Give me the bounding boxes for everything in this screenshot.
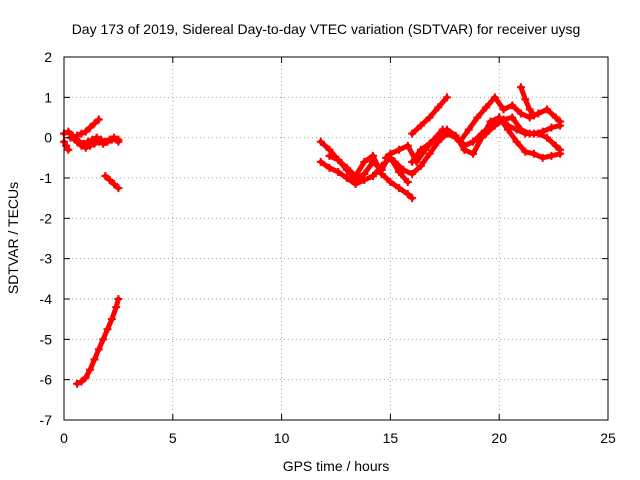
data-series — [456, 93, 565, 146]
y-tick-label: 2 — [44, 49, 52, 65]
x-tick-label: 20 — [491, 430, 507, 446]
y-tick-label: -7 — [40, 412, 53, 428]
data-series — [73, 295, 123, 388]
y-tick-label: -5 — [40, 331, 53, 347]
data-trace-segment — [370, 153, 385, 177]
data-point — [114, 135, 123, 144]
data-series — [66, 133, 123, 148]
data-point — [114, 184, 123, 193]
x-tick-label: 25 — [600, 430, 616, 446]
data-series — [408, 93, 451, 138]
x-axis-label: GPS time / hours — [283, 458, 390, 474]
data-trace-segment — [470, 135, 485, 157]
y-tick-label: 0 — [44, 130, 52, 146]
data-series — [73, 115, 103, 140]
tick-layer: 0 5 10 15 20 25 -7 -6 -5 -4 -3 -2 -1 0 1 2 — [40, 49, 616, 446]
y-tick-label: -4 — [40, 291, 53, 307]
data-point — [64, 145, 73, 154]
data-point — [94, 115, 103, 124]
y-tick-label: -3 — [40, 251, 53, 267]
y-tick-label: -6 — [40, 372, 53, 388]
data-point — [403, 178, 412, 187]
x-tick-label: 5 — [169, 430, 177, 446]
data-layer — [60, 83, 565, 388]
data-point — [442, 93, 451, 102]
y-tick-label: -2 — [40, 210, 53, 226]
y-tick-label: 1 — [44, 89, 52, 105]
data-point — [556, 145, 565, 154]
chart-title: Day 173 of 2019, Sidereal Day-to-day VTE… — [72, 21, 581, 37]
data-series — [516, 83, 539, 120]
data-trace-segment — [479, 119, 493, 141]
x-tick-label: 15 — [383, 430, 399, 446]
data-point — [556, 117, 565, 126]
data-trace-segment — [353, 159, 367, 179]
data-series — [325, 151, 417, 203]
data-point — [530, 111, 539, 120]
data-series — [482, 113, 565, 154]
plot-frame — [63, 56, 609, 421]
y-tick-label: -1 — [40, 170, 53, 186]
data-point — [408, 194, 417, 203]
x-tick-label: 10 — [274, 430, 290, 446]
data-series — [101, 171, 123, 193]
y-axis-label: SDTVAR / TECUs — [5, 182, 21, 294]
x-tick-label: 0 — [60, 430, 68, 446]
data-trace-segment — [396, 169, 411, 185]
data-trace-segment — [435, 94, 450, 110]
data-point — [114, 295, 123, 303]
grid-layer — [64, 57, 608, 420]
